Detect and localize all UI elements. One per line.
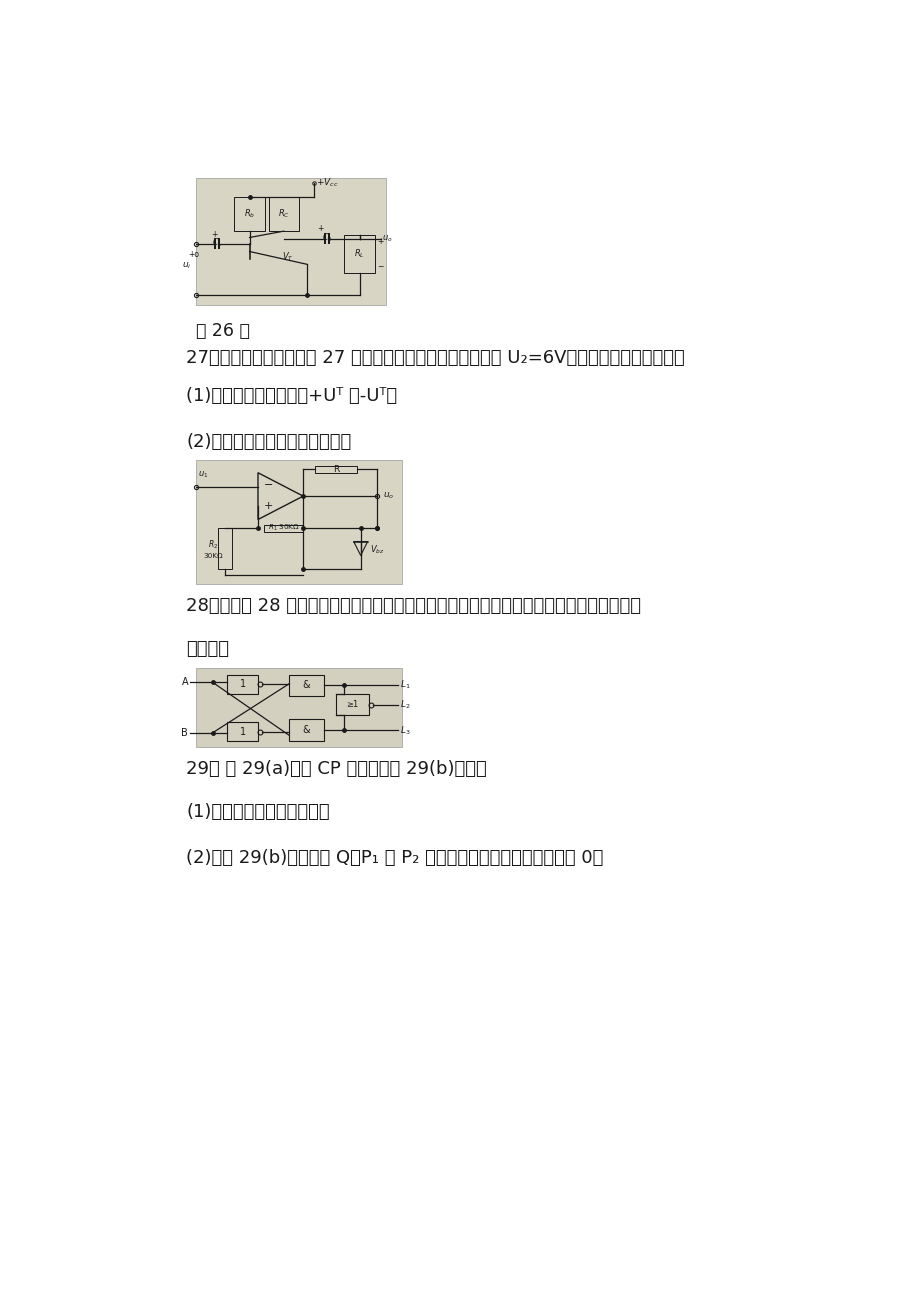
FancyBboxPatch shape <box>227 721 257 741</box>
Text: A: A <box>181 677 187 687</box>
Text: $R_2$: $R_2$ <box>209 539 219 551</box>
Text: $R_C$: $R_C$ <box>278 208 289 220</box>
Text: R: R <box>333 465 339 474</box>
Text: $C_1$: $C_1$ <box>212 237 222 250</box>
Text: $L_3$: $L_3$ <box>399 724 410 737</box>
Text: (1)写出触发器的状态方程；: (1)写出触发器的状态方程； <box>186 803 330 822</box>
FancyBboxPatch shape <box>264 525 303 533</box>
FancyBboxPatch shape <box>289 719 323 741</box>
Text: (2)画出该电路的电压传输特性。: (2)画出该电路的电压传输特性。 <box>186 434 351 452</box>
Text: 27．电压比较器电路如题 27 图所示，稳压二极管的稳定电压 U₂=6V，其正向压降能够忽视。: 27．电压比较器电路如题 27 图所示，稳压二极管的稳定电压 U₂=6V，其正向… <box>186 349 685 367</box>
Text: B: B <box>181 728 187 738</box>
Text: 题 26 图: 题 26 图 <box>196 322 250 340</box>
Text: 28．分析题 28 图所示逻辑电路的逻辑功效。要求写出输出逻辑式、列写真値表、阐明其逻: 28．分析题 28 图所示逻辑电路的逻辑功效。要求写出输出逻辑式、列写真値表、阐… <box>186 596 641 615</box>
Text: −: − <box>264 480 273 490</box>
Text: $u_i$: $u_i$ <box>182 260 191 271</box>
FancyBboxPatch shape <box>344 234 374 273</box>
Text: ≥1: ≥1 <box>346 700 358 710</box>
Text: (1)计算电路的阁値电压+Uᵀ 和-Uᵀ；: (1)计算电路的阁値电压+Uᵀ 和-Uᵀ； <box>186 387 397 405</box>
FancyBboxPatch shape <box>315 466 357 473</box>
FancyBboxPatch shape <box>289 674 323 695</box>
FancyBboxPatch shape <box>227 674 257 694</box>
FancyBboxPatch shape <box>335 694 369 715</box>
Text: $R_1$ 30KΩ: $R_1$ 30KΩ <box>267 523 300 534</box>
FancyBboxPatch shape <box>234 197 265 232</box>
Text: 30KΩ: 30KΩ <box>203 553 223 559</box>
FancyBboxPatch shape <box>268 197 299 232</box>
Text: +o: +o <box>188 250 199 259</box>
FancyBboxPatch shape <box>196 178 386 305</box>
Text: $R_b$: $R_b$ <box>244 208 255 220</box>
Text: $u_o$: $u_o$ <box>383 491 394 501</box>
Text: 1: 1 <box>239 680 245 689</box>
FancyBboxPatch shape <box>196 668 402 747</box>
Text: 辑功效。: 辑功效。 <box>186 639 229 658</box>
Text: $L_2$: $L_2$ <box>399 699 410 711</box>
Text: $R_L$: $R_L$ <box>354 247 365 260</box>
Text: +: + <box>316 224 323 233</box>
Text: $V_{bz}$: $V_{bz}$ <box>369 544 384 556</box>
Text: &: & <box>302 680 310 690</box>
Text: &: & <box>302 725 310 736</box>
Text: $u_o$: $u_o$ <box>381 233 392 243</box>
Text: −: − <box>377 263 383 272</box>
Text: +: + <box>211 230 218 240</box>
Text: $u_1$: $u_1$ <box>199 469 209 479</box>
Text: 29． 题 29(a)图中 CP 的波形如题 29(b)图所示: 29． 题 29(a)图中 CP 的波形如题 29(b)图所示 <box>186 760 486 777</box>
Text: $C_2$: $C_2$ <box>322 232 332 245</box>
Text: $V_T$: $V_T$ <box>281 250 293 263</box>
FancyBboxPatch shape <box>196 461 402 583</box>
Text: $L_1$: $L_1$ <box>399 678 410 691</box>
Text: (2)在题 29(b)图中画出 Q、P₁ 及 P₂ 的波形。设触发器的起始状态为 0。: (2)在题 29(b)图中画出 Q、P₁ 及 P₂ 的波形。设触发器的起始状态为… <box>186 849 603 867</box>
Text: +: + <box>264 501 273 510</box>
Text: +$V_{cc}$: +$V_{cc}$ <box>316 177 338 189</box>
Text: +: + <box>377 237 383 246</box>
Text: 1: 1 <box>239 727 245 737</box>
FancyBboxPatch shape <box>218 529 232 569</box>
